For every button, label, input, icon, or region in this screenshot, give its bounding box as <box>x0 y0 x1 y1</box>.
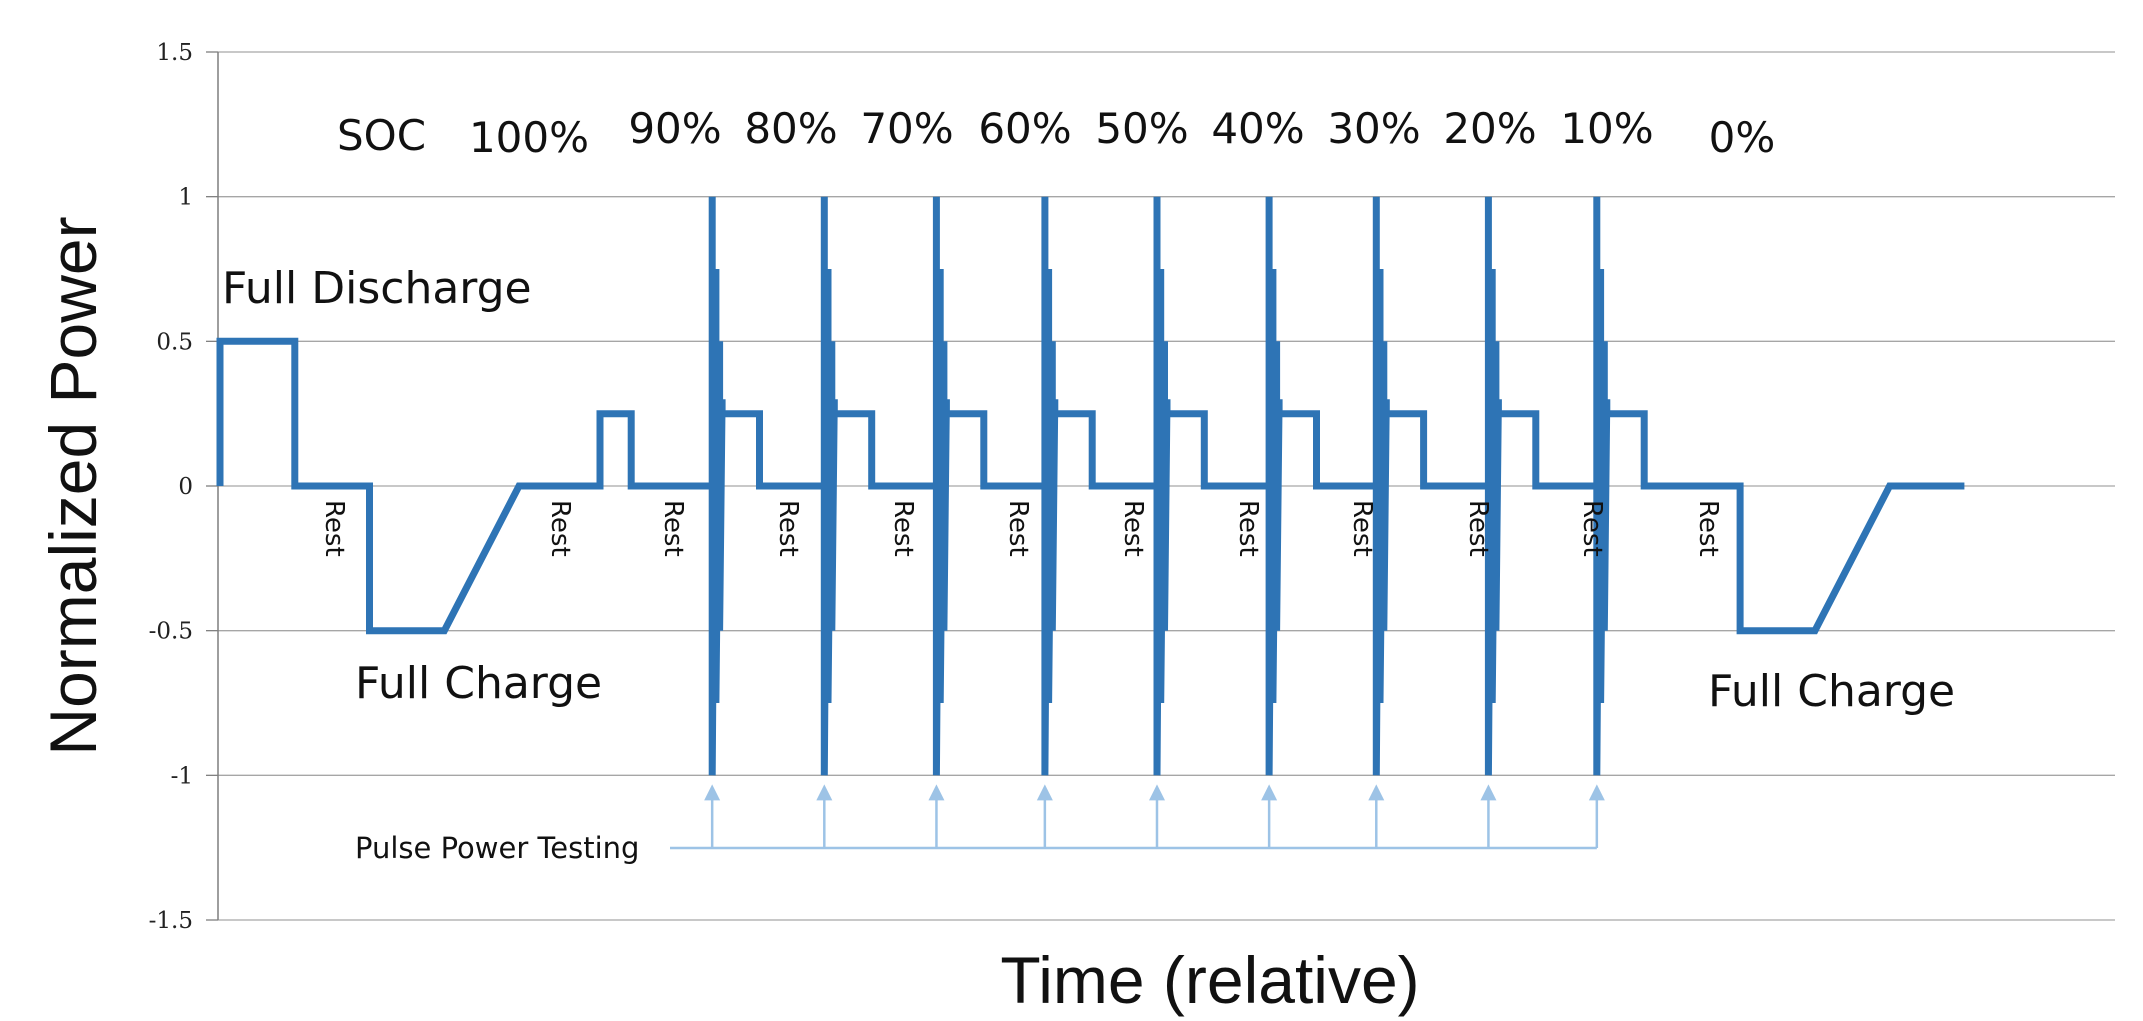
pulse-arrow-head <box>1588 784 1605 801</box>
pulse-arrow-head <box>1036 784 1053 801</box>
soc-level-label: 20% <box>1443 104 1536 153</box>
full-charge-label: Full Charge <box>355 658 602 709</box>
soc-level-label: 60% <box>978 104 1071 153</box>
rest-label: Rest <box>1463 500 1493 557</box>
soc-level-label: 50% <box>1095 104 1188 153</box>
x-axis-title: Time (relative) <box>1000 943 1419 1017</box>
series-layer <box>216 196 1965 776</box>
pulse-arrow-head <box>1261 784 1278 801</box>
pulse-arrow-head <box>928 784 945 801</box>
rest-label: Rest <box>1003 500 1033 557</box>
rest-label: Rest <box>1347 500 1377 557</box>
pulse-arrow-head <box>1368 784 1385 801</box>
rest-label: Rest <box>773 500 803 557</box>
soc-level-label: 80% <box>744 104 837 153</box>
soc-level-label: 40% <box>1211 104 1304 153</box>
rest-label: Rest <box>545 500 575 557</box>
pulse-arrow-head <box>1480 784 1497 801</box>
series-line <box>216 196 1965 776</box>
pulse-arrow-head <box>1148 784 1165 801</box>
y-tick-label: -1 <box>171 763 193 789</box>
y-axis-title: Normalized Power <box>36 216 110 755</box>
rest-label: Rest <box>888 500 918 557</box>
pulse-power-testing-label: Pulse Power Testing <box>355 831 639 865</box>
rest-label: Rest <box>658 500 688 557</box>
pulse-arrow-head <box>816 784 833 801</box>
soc-level-label: 100% <box>469 113 589 162</box>
y-tick-label: 0.5 <box>156 329 193 355</box>
y-tick-label: 1 <box>178 185 193 211</box>
y-tick-label: 0 <box>178 474 193 500</box>
y-tick-label: -1.5 <box>149 908 193 934</box>
soc-level-label: 90% <box>628 104 721 153</box>
soc-level-label: 70% <box>860 104 953 153</box>
soc-label: SOC <box>337 111 426 160</box>
axis-layer: 1.5 1 0.5 0 -0.5 -1 -1.5 <box>149 40 219 934</box>
rest-label: Rest <box>1233 500 1263 557</box>
rest-label: Rest <box>1577 500 1607 557</box>
text-layer: Time (relative) Normalized Power Pulse Pow… <box>36 104 1955 1017</box>
soc-level-label: 0% <box>1709 113 1776 162</box>
rest-label: Rest <box>1118 500 1148 557</box>
rest-label: Rest <box>319 500 349 557</box>
rest-label: Rest <box>1693 500 1723 557</box>
full-discharge-label: Full Discharge <box>222 263 532 314</box>
full-charge-label: Full Charge <box>1708 666 1955 717</box>
y-tick-label: 1.5 <box>156 40 193 66</box>
pulse-arrow-head <box>704 784 721 801</box>
soc-level-label: 30% <box>1327 104 1420 153</box>
soc-level-label: 10% <box>1560 104 1653 153</box>
y-tick-label: -0.5 <box>149 619 193 645</box>
annotation-layer <box>670 784 1605 850</box>
